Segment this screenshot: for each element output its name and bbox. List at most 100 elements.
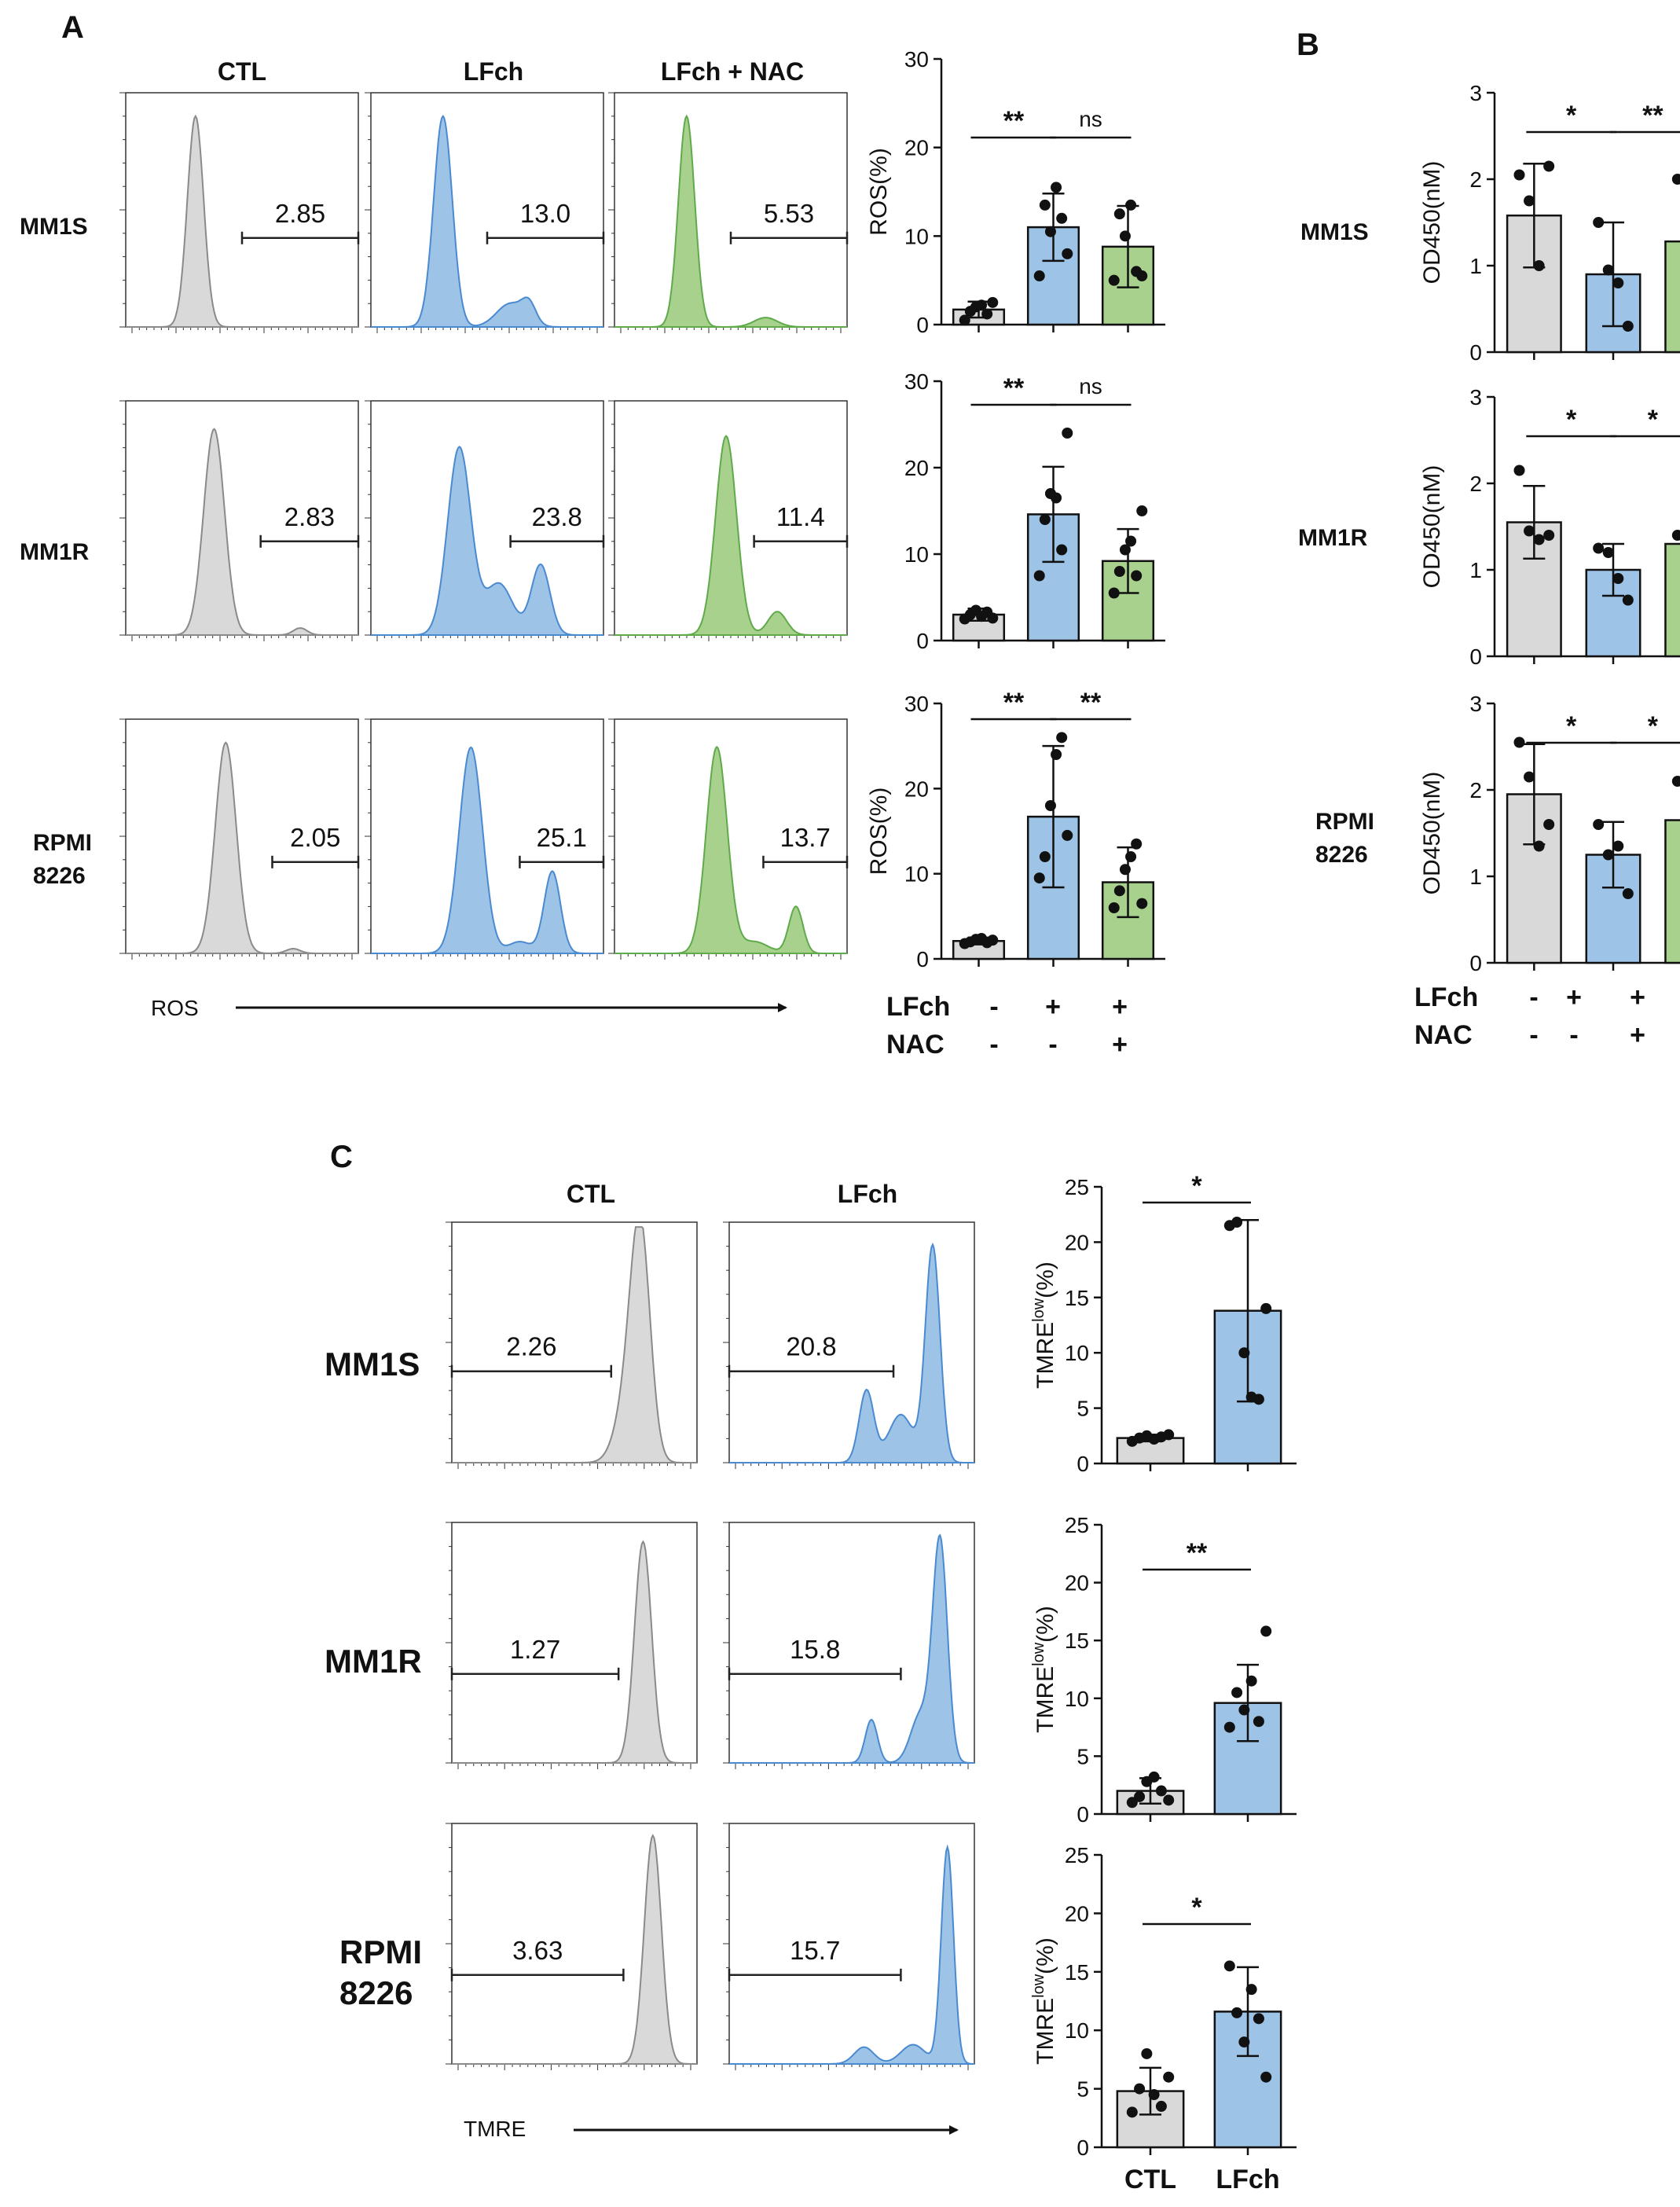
bar-chart-7-ytick-label: 0 <box>1077 1802 1089 1827</box>
hist-c-mm1s-lfch: 20.8 <box>723 1221 975 1469</box>
panel-a-row-rpmi: RPMI 8226 <box>33 830 98 889</box>
bar-chart-8-category-1: LFch <box>1216 2165 1279 2194</box>
bar-chart-2-point <box>1119 864 1131 876</box>
bar-chart-6-point <box>1253 1394 1264 1405</box>
bar-chart-0-point <box>1113 208 1125 220</box>
hist-a-mm1r-lfch-gate-value: 23.8 <box>532 502 582 531</box>
bar-chart-0-point <box>1033 270 1045 282</box>
hist-c-mm1r-lfch: 15.8 <box>723 1522 975 1769</box>
bar-chart-6-ytick-label: 20 <box>1065 1230 1089 1254</box>
hist-c-mm1s-lfch-curve <box>729 1242 974 1463</box>
panel-a-ros-axis-label: ROS <box>151 996 199 1020</box>
cond-b-row-0-value-1: + <box>1566 982 1582 1012</box>
panel-c-row-mm1s: MM1S <box>325 1346 420 1383</box>
hist-a-rpmi-lfch-nac-curve <box>614 745 847 954</box>
cond-b-row-label-0: LFch <box>1414 982 1478 1012</box>
bar-chart-8-ylabel: TMRElow(%) <box>1030 1937 1058 2065</box>
bar-chart-1-ytick-label: 30 <box>904 369 929 394</box>
bar-chart-4-ytick-label: 3 <box>1469 385 1482 409</box>
bar-chart-2-point <box>1125 851 1137 862</box>
bar-chart-4-sig-label-0: * <box>1566 405 1577 435</box>
hist-a-mm1s-lfch: 13.0 <box>365 92 605 333</box>
bar-chart-5-point <box>1622 888 1634 899</box>
cond-b-row-1-value-2: + <box>1630 1020 1645 1050</box>
hist-a-rpmi-lfch-curve <box>371 746 603 954</box>
bar-chart-3-sig-label-1: ** <box>1642 101 1663 130</box>
hist-a-rpmi-ctl: 2.05 <box>119 718 360 960</box>
hist-a-rpmi-ctl-curve <box>126 741 358 954</box>
bar-chart-5-ytick-label: 0 <box>1469 951 1482 975</box>
bar-chart-0-point <box>1056 212 1068 224</box>
hist-a-mm1s-lfch-curve <box>371 115 603 328</box>
bar-chart-8-point <box>1148 2089 1160 2101</box>
bar-chart-7-point <box>1231 1687 1243 1698</box>
hist-a-mm1s-ctl: 2.85 <box>119 92 360 333</box>
bar-chart-6-point <box>1231 1217 1243 1228</box>
bar-chart-6-ytick-label: 0 <box>1077 1452 1089 1476</box>
panel-b-condition-table: LFch - + +NAC - - + <box>1414 982 1645 1050</box>
bar-chart-2-ytick-label: 10 <box>904 862 929 887</box>
panel-c-bar-charts: 0 5 10 15 20 25 TMRElow(%) * 0 5 10 15 20 25 TMRElow(%… <box>1030 1171 1297 2194</box>
bar-chart-1-point <box>1051 492 1062 504</box>
bar-chart-3-sig-label-0: * <box>1566 101 1577 130</box>
bar-chart-1-ytick-label: 20 <box>904 456 929 480</box>
bar-chart-0-ytick-label: 20 <box>904 136 929 160</box>
bar-chart-7-point <box>1134 1790 1146 1802</box>
panel-b-row-rpmi: RPMI 8226 <box>1315 809 1381 868</box>
hist-a-mm1r-lfch-nac: 11.4 <box>608 400 849 641</box>
hist-c-mm1r-lfch-gate-value: 15.8 <box>790 1635 840 1664</box>
hist-c-mm1r-ctl: 1.27 <box>446 1522 698 1769</box>
bar-chart-3-ytick-label: 1 <box>1469 254 1482 278</box>
hist-a-mm1s-lfch-nac-curve <box>614 114 847 328</box>
cond-b-row-label-1: NAC <box>1414 1020 1473 1050</box>
panel-a-row-mm1r: MM1R <box>20 539 90 565</box>
bar-chart-2-ylabel: ROS(%) <box>866 788 892 876</box>
cond-a-row-0-value-1: + <box>1045 992 1061 1022</box>
bar-chart-8: 0 5 10 15 20 25 TMRElow(%) * CTL LFch <box>1030 1843 1297 2194</box>
bar-chart-4-ytick-label: 1 <box>1469 558 1482 582</box>
hist-a-mm1r-lfch-curve <box>371 446 603 636</box>
bar-chart-5-point <box>1612 840 1624 852</box>
panel-c-header-ctl: CTL <box>567 1180 615 1208</box>
bar-chart-7-point <box>1155 1785 1167 1797</box>
panel-c-header-lfch: LFch <box>838 1180 897 1208</box>
bar-chart-8-point <box>1134 2083 1146 2095</box>
bar-chart-5-point <box>1671 776 1680 787</box>
bar-chart-6-ytick-label: 10 <box>1065 1341 1089 1365</box>
hist-c-rpmi-lfch: 15.7 <box>723 1823 975 2070</box>
cond-a-row-0-value-2: + <box>1112 992 1128 1022</box>
bar-chart-2-point <box>1113 885 1125 897</box>
panel-a-letter: A <box>61 10 84 45</box>
cond-a-row-1-value-0: - <box>989 1030 998 1059</box>
bar-chart-6-ytick-label: 25 <box>1065 1175 1089 1199</box>
panel-b-row-mm1r: MM1R <box>1298 525 1368 551</box>
cond-a-row-1-value-2: + <box>1112 1030 1128 1059</box>
hist-c-mm1s-ctl-curve <box>452 1226 697 1463</box>
panel-b-row-rpmi-label: RPMI <box>1315 809 1374 835</box>
panel-c-row-mm1r: MM1R <box>325 1643 422 1680</box>
bar-chart-3-point <box>1543 160 1555 172</box>
bar-chart-2-point <box>1044 800 1056 811</box>
bar-chart-1-point <box>1033 570 1045 582</box>
cond-b-row-1-value-1: - <box>1569 1020 1578 1050</box>
bar-chart-5-point <box>1533 840 1545 852</box>
panel-a-bar-charts: 0 10 20 30 ROS(%) ** ns 0 10 20 30 ** ns 0 10 20 30 ROS(%… <box>866 47 1165 971</box>
cond-b-row-1-value-0: - <box>1529 1020 1538 1050</box>
bar-chart-4-point <box>1533 534 1545 545</box>
panel-c-row-rpmi-label: RPMI <box>339 1933 422 1970</box>
bar-chart-6-ytick-label: 5 <box>1077 1397 1089 1421</box>
hist-c-mm1r-ctl-gate-value: 1.27 <box>510 1635 560 1664</box>
cond-a-row-1-value-1: - <box>1048 1030 1057 1059</box>
bar-chart-1: 0 10 20 30 ** ns <box>904 369 1165 653</box>
hist-a-mm1r-ctl-curve <box>126 428 358 636</box>
bar-chart-8-ytick-label: 0 <box>1077 2135 1089 2160</box>
bar-chart-7-ytick-label: 25 <box>1065 1513 1089 1537</box>
bar-chart-2-point <box>1062 829 1073 841</box>
bar-chart-0-point <box>981 308 993 320</box>
bar-chart-7-point <box>1163 1794 1175 1806</box>
bar-chart-4-ytick-label: 0 <box>1469 644 1482 669</box>
bar-chart-3-point <box>1612 277 1624 288</box>
hist-a-mm1s-lfch-gate-value: 13.0 <box>520 199 570 228</box>
bar-chart-4-point <box>1513 465 1525 476</box>
